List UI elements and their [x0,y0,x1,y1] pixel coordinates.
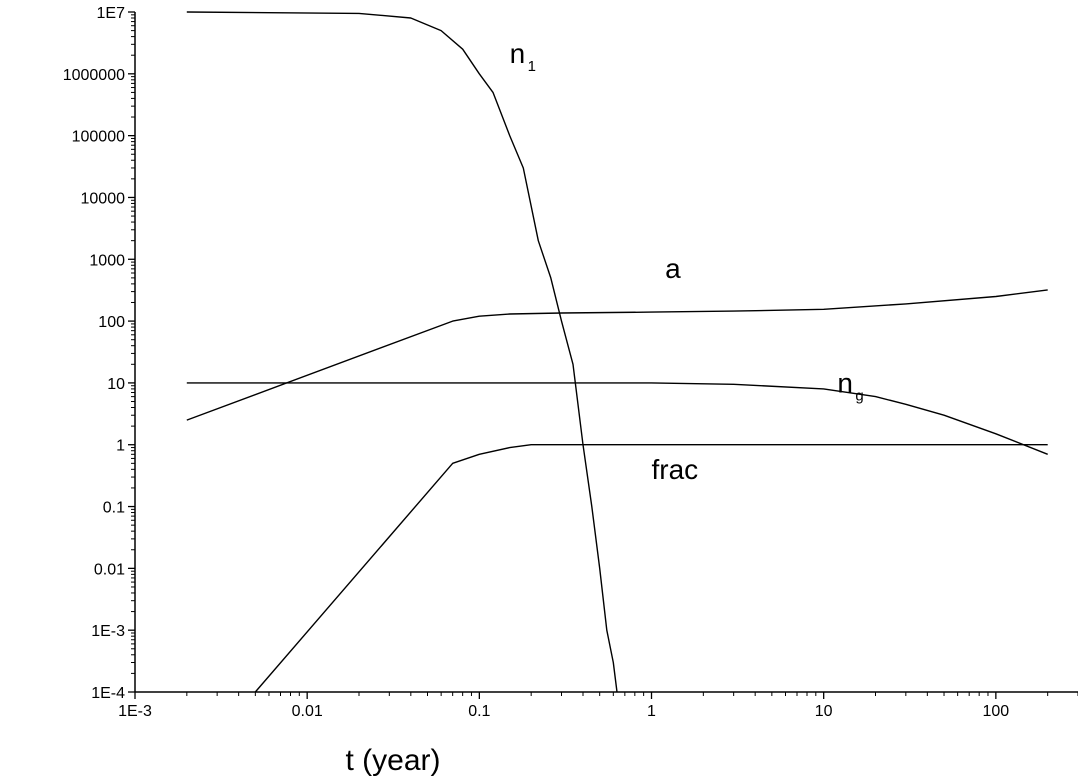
x-tick-label: 0.1 [468,703,490,720]
curve-label-sub-n1: 1 [528,58,536,75]
curve-label-sub-ng: g [855,387,863,404]
series-line-ng [186,382,1048,455]
axes [134,12,1078,693]
x-axis-ticks: 1E-3 0.01 0.1 1 10 100 [118,692,1078,720]
y-tick-label: 100 [98,314,125,331]
y-tick-label: 1E7 [97,5,126,22]
y-tick-label: 1E-3 [91,623,125,640]
y-tick-label: 100000 [72,129,125,146]
series-line-frac [254,444,1048,693]
y-axis-ticks: 1E7 1000000 100000 10000 1000 100 10 1 0.1 0.01 1E… [63,5,135,702]
x-tick-label: 1E-3 [118,703,152,720]
curve-label-frac: frac [652,454,699,485]
x-tick-label: 100 [983,703,1010,720]
series-layer [186,11,1048,693]
y-tick-label: 1000000 [63,67,125,84]
y-tick-label: 0.01 [94,561,125,578]
x-tick-label: 0.01 [292,703,323,720]
y-tick-label: 10000 [81,190,126,207]
series-line-n1 [186,11,618,693]
x-axis-title: t (year) [345,744,440,777]
y-tick-label: 0.1 [103,500,125,517]
y-tick-label: 10 [107,376,125,393]
curve-label-n1: n [510,38,526,69]
y-tick-label: 1000 [89,252,125,269]
y-tick-label: 1E-4 [91,685,125,702]
x-tick-label: 10 [815,703,833,720]
x-tick-label: 1 [647,703,656,720]
series-line-a [186,289,1048,421]
y-tick-label: 1 [116,438,125,455]
curve-label-a: a [665,253,681,284]
curve-label-ng: n [837,367,853,398]
